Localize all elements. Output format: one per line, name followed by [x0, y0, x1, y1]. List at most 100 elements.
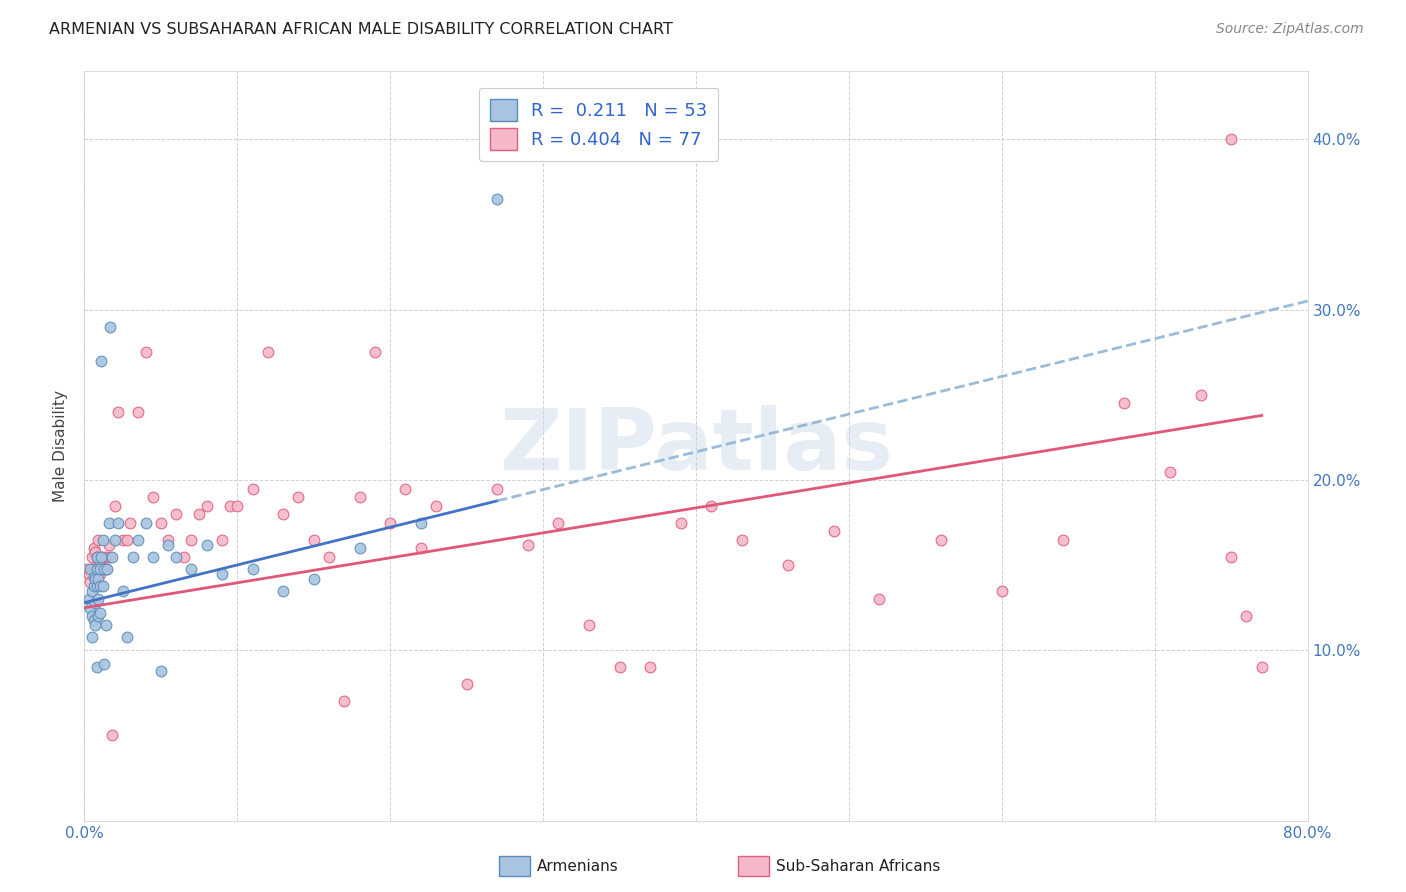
Point: [149, 664, 172, 678]
Point: [93, 657, 115, 671]
Point: [94, 561, 117, 575]
Point: [195, 499, 218, 513]
Point: [89, 555, 111, 569]
Point: [127, 533, 149, 547]
Point: [122, 549, 145, 564]
Point: [104, 499, 127, 513]
Point: [107, 405, 129, 419]
Point: [90, 549, 112, 564]
Point: [318, 549, 340, 564]
Point: [87, 533, 110, 547]
Point: [80, 583, 103, 598]
Point: [486, 192, 509, 206]
Point: [242, 561, 264, 575]
Point: [97, 516, 120, 530]
Point: [86, 579, 108, 593]
Point: [86, 566, 108, 581]
Point: [83, 541, 105, 556]
Point: [731, 533, 754, 547]
Point: [93, 549, 115, 564]
Point: [91, 561, 114, 575]
Point: [173, 549, 195, 564]
Point: [135, 516, 157, 530]
Point: [98, 319, 121, 334]
Point: [157, 538, 180, 552]
Y-axis label: Male Disability: Male Disability: [53, 390, 69, 502]
Point: [107, 516, 129, 530]
Point: [929, 533, 952, 547]
Point: [115, 533, 138, 547]
Point: [91, 579, 114, 593]
Point: [80, 549, 103, 564]
Point: [823, 524, 845, 538]
Point: [1220, 549, 1243, 564]
Point: [669, 516, 692, 530]
Text: Source: ZipAtlas.com: Source: ZipAtlas.com: [1216, 22, 1364, 37]
Point: [90, 354, 112, 368]
Point: [83, 579, 105, 593]
Point: [80, 561, 103, 575]
Point: [101, 549, 124, 564]
Point: [226, 499, 249, 513]
Point: [242, 482, 264, 496]
Point: [486, 482, 509, 496]
Point: [218, 499, 240, 513]
Point: [87, 561, 110, 575]
Text: ARMENIAN VS SUBSAHARAN AFRICAN MALE DISABILITY CORRELATION CHART: ARMENIAN VS SUBSAHARAN AFRICAN MALE DISA…: [49, 22, 673, 37]
Point: [77, 592, 100, 607]
Point: [776, 558, 799, 573]
Point: [80, 609, 103, 624]
Text: Sub-Saharan Africans: Sub-Saharan Africans: [776, 859, 941, 873]
Point: [1220, 132, 1243, 146]
Point: [86, 549, 108, 564]
Point: [516, 538, 538, 552]
Text: ZIPatlas: ZIPatlas: [499, 404, 893, 488]
Point: [89, 566, 111, 581]
Point: [869, 592, 891, 607]
Point: [700, 499, 723, 513]
Point: [456, 677, 478, 691]
Point: [84, 561, 107, 575]
Point: [87, 609, 110, 624]
Point: [83, 613, 105, 627]
Point: [349, 490, 371, 504]
Point: [89, 606, 111, 620]
Text: Armenians: Armenians: [537, 859, 619, 873]
Point: [180, 561, 202, 575]
Point: [84, 596, 107, 610]
Point: [96, 549, 118, 564]
Point: [1250, 660, 1272, 674]
Point: [77, 566, 100, 581]
Point: [1236, 609, 1258, 624]
Point: [87, 592, 110, 607]
Point: [287, 490, 309, 504]
Point: [89, 561, 111, 575]
Point: [93, 561, 115, 575]
Point: [609, 660, 631, 674]
Point: [333, 694, 356, 708]
Point: [84, 617, 107, 632]
Point: [364, 345, 387, 359]
Point: [84, 544, 107, 558]
Point: [90, 549, 112, 564]
Point: [127, 405, 149, 419]
Point: [104, 533, 127, 547]
Point: [79, 600, 101, 615]
Point: [135, 345, 157, 359]
Point: [302, 533, 325, 547]
Point: [157, 533, 180, 547]
Point: [271, 583, 294, 598]
Point: [394, 482, 416, 496]
Point: [76, 561, 98, 575]
Legend: R =  0.211   N = 53, R = 0.404   N = 77: R = 0.211 N = 53, R = 0.404 N = 77: [478, 88, 718, 161]
Point: [149, 516, 172, 530]
Point: [409, 541, 432, 556]
Point: [101, 729, 124, 743]
Point: [98, 549, 121, 564]
Point: [111, 533, 134, 547]
Point: [86, 549, 108, 564]
Point: [84, 572, 107, 586]
Point: [89, 579, 111, 593]
Point: [91, 533, 114, 547]
Point: [97, 538, 120, 552]
